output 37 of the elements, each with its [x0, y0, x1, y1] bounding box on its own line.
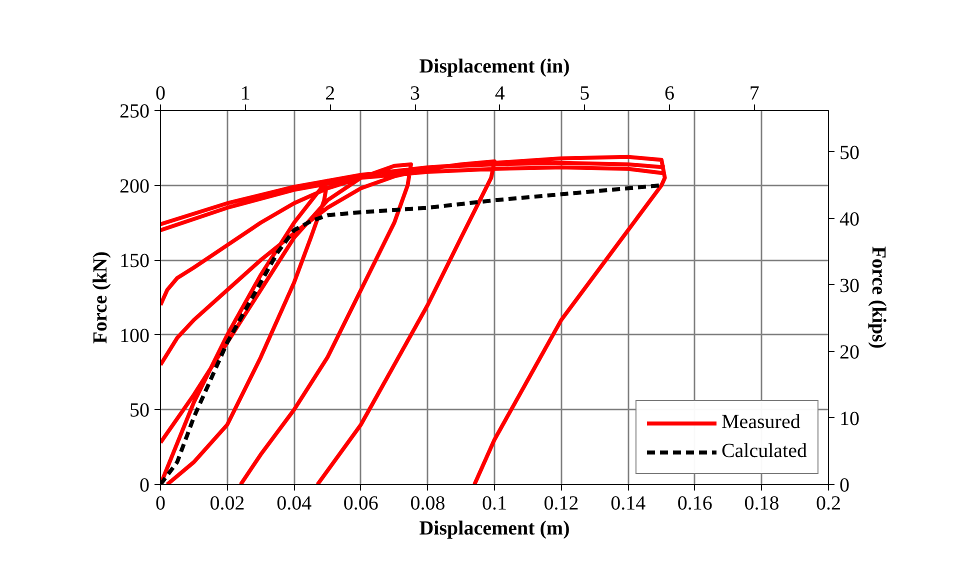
x2-tick-label: 3: [410, 82, 420, 104]
y2-tick-label: 10: [840, 408, 860, 430]
x2-tick-label: 4: [494, 82, 505, 104]
x-tick-label: 0.06: [343, 492, 378, 514]
x2-tick-label: 6: [664, 82, 675, 104]
y2-tick-label: 40: [840, 208, 860, 230]
y-tick-label: 250: [120, 100, 150, 122]
y2-tick-label: 0: [840, 474, 850, 496]
x-axis-title: Displacement (m): [419, 518, 570, 540]
x-tick-label: 0.1: [482, 492, 507, 514]
x-tick-label: 0.02: [210, 492, 245, 514]
x-tick-label: 0.12: [544, 492, 579, 514]
x2-tick-label: 5: [580, 82, 590, 104]
x-tick-label: 0.08: [410, 492, 446, 514]
y-tick-label: 50: [130, 400, 150, 422]
y2-tick-label: 20: [840, 341, 860, 364]
y-tick-label: 100: [120, 324, 150, 347]
y2-tick-label: 50: [840, 142, 860, 164]
x-tick-label: 0: [156, 492, 166, 514]
y-axis-title: Force (kN): [90, 251, 112, 344]
x2-tick-label: 7: [749, 82, 760, 104]
y2-tick-label: 30: [840, 274, 860, 297]
x-tick-label: 0.04: [276, 492, 312, 514]
x2-axis-title: Displacement (in): [419, 56, 570, 78]
x2-tick-label: 1: [240, 82, 250, 104]
y-tick-label: 0: [140, 474, 150, 496]
x-tick-label: 0.16: [677, 492, 712, 514]
legend-label: Calculated: [721, 440, 807, 463]
x-tick-label: 0.18: [744, 492, 780, 514]
x-tick-label: 0.2: [816, 492, 841, 514]
x2-tick-label: 2: [325, 82, 336, 104]
y2-axis-title: Force (kips): [868, 246, 890, 349]
x-tick-label: 0.14: [610, 492, 646, 514]
x2-tick-label: 0: [156, 82, 166, 104]
legend-label: Measured: [721, 411, 800, 434]
y-tick-label: 150: [120, 250, 150, 272]
y-tick-label: 200: [120, 175, 150, 198]
